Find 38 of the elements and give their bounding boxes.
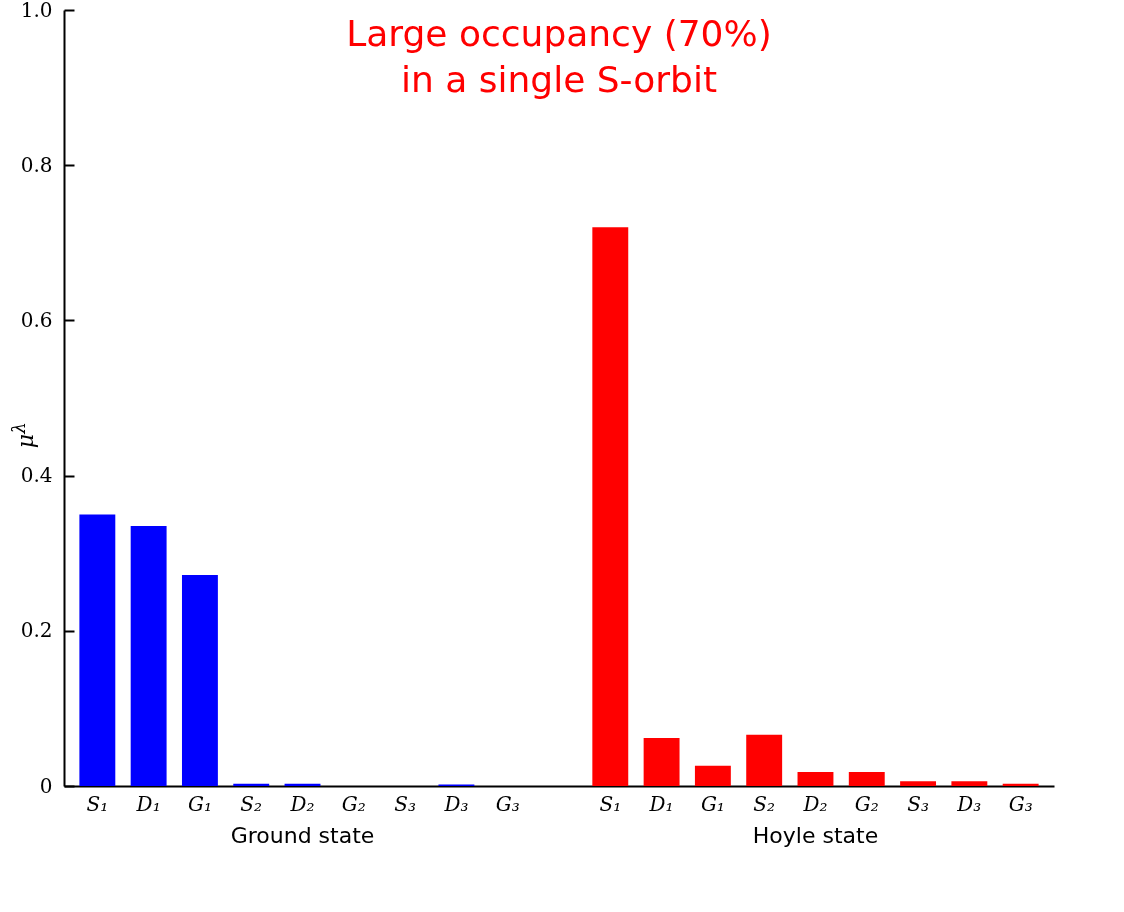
y-tick-label: 0 <box>39 773 53 798</box>
x-tick-label: D₁ <box>648 791 674 816</box>
x-tick-label: D₂ <box>289 791 315 816</box>
y-tick-label: 0.8 <box>20 152 53 177</box>
x-tick-label: S₁ <box>86 791 109 816</box>
bar <box>951 781 988 786</box>
x-tick-label: D₃ <box>443 791 469 816</box>
y-tick-label: 1.0 <box>20 0 53 22</box>
x-tick-label: D₁ <box>135 791 161 816</box>
x-tick-label: G₂ <box>854 791 879 816</box>
x-tick-label: S₂ <box>753 791 776 816</box>
bar <box>694 765 731 786</box>
y-tick-label: 0.6 <box>20 307 53 332</box>
bar <box>181 574 218 786</box>
x-tick-label: S₃ <box>907 791 929 816</box>
x-tick-label: G₃ <box>1008 791 1033 816</box>
x-tick-label: S₁ <box>599 791 622 816</box>
bar <box>746 734 783 786</box>
bar <box>130 526 167 786</box>
text: Hoyle state <box>752 823 879 848</box>
bar <box>643 737 680 786</box>
x-tick-label: G₁ <box>187 791 212 816</box>
text: Large occupancy (70%) in a single S-orbit <box>346 13 772 100</box>
x-tick-label: S₂ <box>240 791 263 816</box>
x-tick-label: D₃ <box>956 791 982 816</box>
bar <box>848 772 885 786</box>
x-tick-label: D₂ <box>802 791 828 816</box>
y-tick-label: 0.2 <box>20 618 53 643</box>
bar <box>592 227 629 786</box>
x-tick-label: G₂ <box>341 791 366 816</box>
bar <box>797 772 834 786</box>
y-tick-label: 0.4 <box>20 463 53 488</box>
x-tick-label: G₁ <box>700 791 725 816</box>
bar <box>79 514 116 786</box>
x-tick-label: G₃ <box>495 791 520 816</box>
text: Ground state <box>230 823 375 848</box>
x-tick-label: S₃ <box>394 791 416 816</box>
bar <box>900 781 937 786</box>
